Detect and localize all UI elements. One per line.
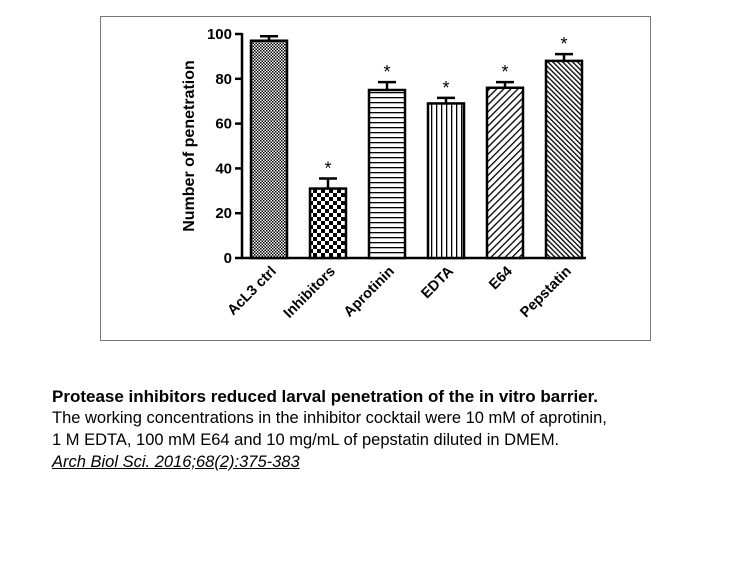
y-tick-label-100: 100	[207, 26, 232, 43]
citation-link[interactable]: Arch Biol Sci. 2016;68(2):375-383	[52, 453, 300, 471]
bar-aprotinin	[367, 88, 407, 260]
bar-edta	[426, 102, 466, 260]
y-axis-title: Number of penetration	[181, 60, 198, 232]
y-tick-label-80: 80	[215, 71, 232, 88]
bar-e64	[485, 86, 525, 260]
significance-e64: *	[501, 62, 508, 82]
category-label-edta: EDTA	[418, 263, 457, 302]
caption-line-2: 1 M EDTA, 100 mM E64 and 10 mg/mL of pep…	[52, 431, 560, 449]
category-label-acl3-ctrl: AcL3 ctrl	[225, 264, 280, 319]
category-label-inhibitors: Inhibitors	[281, 264, 339, 322]
bar-inhibitors	[308, 187, 348, 260]
caption-title: Protease inhibitors reduced larval penet…	[52, 387, 599, 406]
significance-pepstatin: *	[560, 34, 567, 54]
category-label-e64: E64	[486, 264, 516, 294]
chart-frame: 0 20 40 60 80 100 Number of penetration AcL3 ct…	[100, 16, 651, 341]
category-label-pepstatin: Pepstatin	[517, 264, 574, 321]
significance-edta: *	[442, 78, 449, 98]
y-tick-label-20: 20	[215, 205, 232, 222]
y-tick-label-60: 60	[215, 116, 232, 133]
significance-aprotinin: *	[383, 62, 390, 82]
significance-inhibitors: *	[324, 158, 331, 178]
category-label-aprotinin: Aprotinin	[341, 264, 398, 321]
y-tick-label-40: 40	[215, 160, 232, 177]
y-tick-label-0: 0	[224, 250, 232, 267]
bar-chart: 0 20 40 60 80 100 Number of penetration AcL3 ct…	[181, 26, 586, 322]
bar-pepstatin	[544, 59, 584, 260]
bar-acl3-ctrl	[249, 39, 289, 260]
caption-line-1: The working concentrations in the inhibi…	[52, 409, 607, 427]
